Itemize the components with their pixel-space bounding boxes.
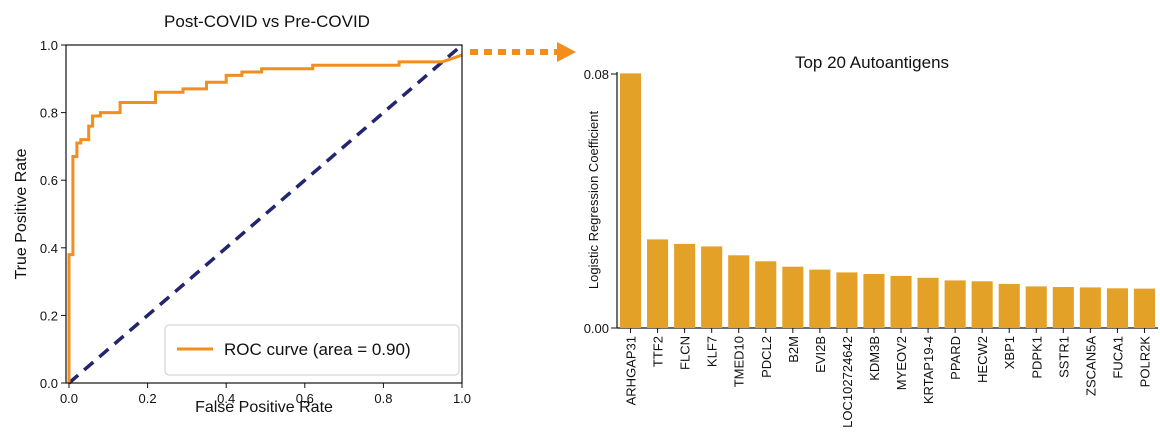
bar-xbp1: [998, 283, 1020, 328]
bar-krtap19-4: [917, 277, 939, 328]
bar-fuca1: [1106, 288, 1128, 328]
roc-x-tick-label: 0.8: [374, 391, 392, 406]
bar-ttf2: [647, 239, 669, 328]
roc-y-tick-label: 0.6: [40, 173, 58, 188]
bar-pdpk1: [1025, 286, 1047, 328]
bar-ppard: [944, 280, 966, 328]
bar-x-tick-label: PPARD: [948, 336, 963, 380]
roc-y-tick-label: 1.0: [40, 38, 58, 53]
autoantigen-bar-chart: Top 20 Autoantigens Logistic Regression …: [584, 53, 1158, 428]
connector-arrow: [470, 42, 576, 62]
bar-arhgap31: [620, 73, 642, 329]
roc-plot-frame: [65, 44, 463, 384]
bar-sstr1: [1052, 287, 1074, 328]
bar-x-tick-label: TMED10: [732, 336, 747, 387]
roc-y-tick-label: 0.8: [40, 106, 58, 121]
bar-x-tick-label: KLF7: [705, 336, 720, 367]
bar-y-axis-label: Logistic Regression Coefficient: [586, 110, 601, 289]
roc-legend-label: ROC curve (area = 0.90): [224, 340, 411, 359]
roc-curve-line: [67, 53, 463, 383]
bar-x-tick-label: POLR2K: [1137, 336, 1152, 388]
connector-arrowhead: [557, 42, 576, 62]
bar-x-tick-label: SSTR1: [1056, 336, 1071, 378]
bar-x-tick-label: FUCA1: [1110, 336, 1125, 379]
roc-x-tick-label: 0.4: [217, 391, 235, 406]
bar-x-tick-label: ARHGAP31: [624, 336, 639, 405]
roc-x-tick-label: 1.0: [453, 391, 471, 406]
roc-legend: ROC curve (area = 0.90): [164, 324, 460, 376]
bar-zscan5a: [1079, 287, 1101, 328]
bar-title: Top 20 Autoantigens: [795, 53, 949, 72]
roc-legend-box: [164, 324, 460, 376]
bar-evi2b: [809, 269, 831, 328]
roc-x-tick-label: 0.0: [60, 391, 78, 406]
bar-x-tick-label: PDPK1: [1029, 336, 1044, 379]
bar-loc102724642: [836, 272, 858, 328]
bar-flcn: [674, 243, 696, 328]
bar-y-tick-label: 0.00: [584, 321, 609, 336]
bar-y-tick-label: 0.08: [584, 67, 609, 82]
bar-x-tick-label: XBP1: [1002, 336, 1017, 369]
bar-x-tick-label: B2M: [786, 336, 801, 363]
bar-x-labels: ARHGAP31 TTF2 FLCN KLF7 TMED10 PDCL2 B2M EVI2B L…: [624, 328, 1152, 428]
roc-y-tick-label: 0.0: [40, 376, 58, 391]
bar-x-tick-label: HECW2: [975, 336, 990, 383]
bar-myeov2: [890, 275, 912, 328]
roc-y-tick-label: 0.4: [40, 241, 58, 256]
roc-y-ticks: 0.0 0.2 0.4 0.6 0.8 1.0: [40, 38, 66, 391]
bar-klf7: [701, 246, 723, 328]
roc-y-axis-label: True Positive Rate: [13, 148, 30, 279]
roc-chance-diagonal-line: [67, 43, 464, 385]
bar-x-tick-label: PDCL2: [759, 336, 774, 378]
roc-title: Post-COVID vs Pre-COVID: [164, 12, 370, 31]
bar-x-tick-label: ZSCAN5A: [1083, 336, 1098, 396]
bar-x-tick-label: MYEOV2: [894, 336, 909, 390]
bar-kdm3b: [863, 274, 885, 328]
bar-x-tick-label: LOC102724642: [840, 336, 855, 428]
bar-x-tick-label: EVI2B: [813, 336, 828, 373]
roc-x-tick-label: 0.6: [296, 391, 314, 406]
roc-chart: Post-COVID vs Pre-COVID 0.0 0.2 0.4 0.6 0.8 1…: [13, 12, 471, 416]
roc-x-axis-label: False Positive Rate: [195, 399, 333, 416]
bar-x-tick-label: KRTAP19-4: [921, 336, 936, 404]
roc-x-tick-label: 0.2: [139, 391, 157, 406]
bars: [620, 73, 1155, 329]
bar-b2m: [782, 266, 804, 328]
bar-polr2k: [1133, 288, 1155, 328]
bar-x-tick-label: FLCN: [678, 336, 693, 370]
roc-x-ticks: 0.0 0.2 0.4 0.6 0.8 1.0: [60, 383, 471, 406]
bar-pdcl2: [755, 261, 777, 328]
roc-y-tick-label: 0.2: [40, 308, 58, 323]
bar-x-tick-label: KDM3B: [867, 336, 882, 381]
bar-x-tick-label: TTF2: [651, 336, 666, 367]
bar-hecw2: [971, 281, 993, 328]
bar-tmed10: [728, 255, 750, 328]
